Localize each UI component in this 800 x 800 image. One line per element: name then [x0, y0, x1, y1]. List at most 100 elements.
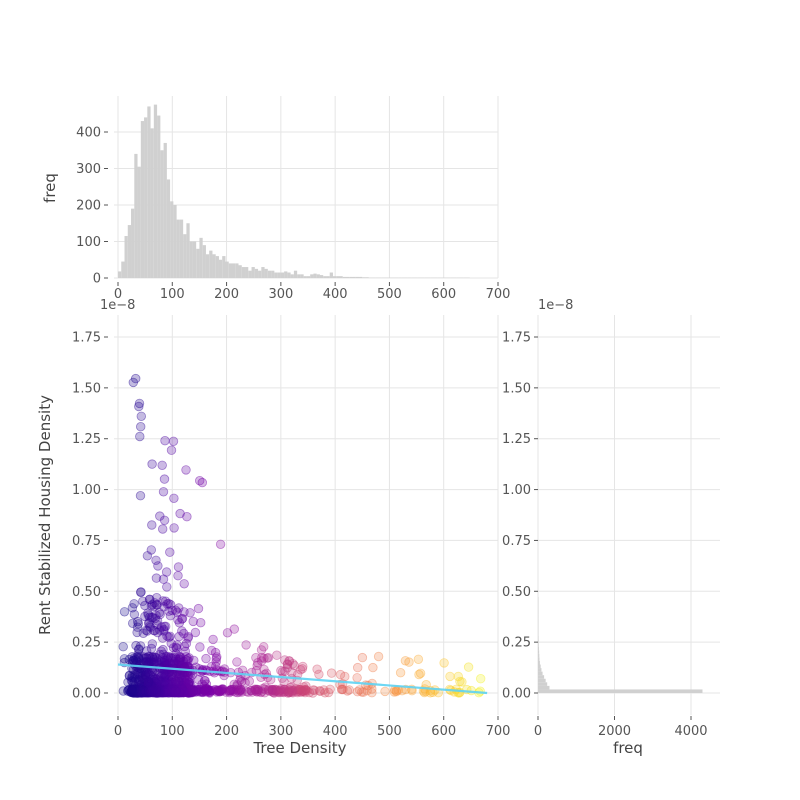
scatter-point — [139, 673, 149, 684]
scatter-point — [152, 687, 163, 698]
scatter-point — [145, 684, 156, 695]
right-hist-bar — [538, 646, 539, 651]
scatter-point — [127, 687, 138, 697]
top-hist-y-tick-label: 300 — [76, 162, 101, 177]
scatter-point — [158, 574, 169, 584]
scatter-point — [259, 642, 269, 652]
scatter-point — [137, 682, 148, 692]
scatter-point — [149, 684, 160, 695]
scatter-point — [145, 685, 156, 695]
scatter-point — [132, 688, 143, 698]
scatter-point — [184, 686, 194, 697]
scatter-point — [395, 668, 406, 678]
scatter-point — [154, 685, 164, 695]
right-hist-bar — [538, 650, 540, 654]
scatter-point — [145, 688, 156, 698]
scatter-point — [178, 679, 189, 689]
scatter-point — [160, 436, 170, 446]
scatter-point — [157, 685, 168, 695]
scatter-point — [181, 655, 191, 665]
scatter-point — [183, 687, 193, 697]
scatter-point — [141, 684, 152, 694]
scatter-point — [286, 682, 297, 693]
scatter-point — [183, 685, 194, 696]
scatter-point — [167, 677, 177, 688]
scatter-point — [175, 686, 185, 696]
scatter-point — [164, 684, 175, 694]
scatter-point — [174, 684, 184, 695]
scatter-point — [160, 685, 170, 696]
scatter-point — [298, 686, 308, 696]
scatter-point — [180, 646, 191, 657]
scatter-point — [147, 459, 157, 469]
scatter-point — [164, 676, 175, 687]
scatter-point — [232, 681, 242, 691]
scatter-point — [180, 687, 190, 698]
scatter-point — [167, 684, 178, 695]
scatter-point — [160, 686, 171, 697]
top-hist-x-tick-label: 0 — [114, 287, 122, 302]
scatter-point — [177, 680, 187, 691]
scatter-point — [135, 686, 145, 696]
scatter-point — [171, 686, 182, 696]
scatter-point — [146, 674, 156, 684]
scatter-point — [213, 686, 223, 697]
right-hist-bar — [538, 643, 539, 647]
scatter-point — [157, 686, 168, 697]
scatter-point — [143, 608, 153, 618]
scatter-point — [166, 685, 176, 695]
scatter-point — [252, 684, 262, 695]
scatter-point — [166, 685, 177, 696]
scatter-point — [157, 686, 168, 697]
scatter-point — [161, 669, 171, 679]
top-hist-bar — [173, 205, 177, 278]
scatter-point — [130, 669, 140, 680]
scatter-point — [153, 687, 164, 697]
scatter-point — [183, 633, 193, 643]
scatter-point — [139, 682, 149, 692]
scatter-point — [211, 685, 222, 695]
main-x-ticks: 0 100 200 300 400 500 600 700 — [114, 716, 510, 739]
scatter-point — [179, 672, 190, 683]
top-hist-y-tick-label: 400 — [76, 126, 101, 141]
scatter-point — [225, 685, 235, 696]
scatter-point — [167, 605, 178, 616]
scatter-point — [215, 687, 225, 697]
scatter-point — [128, 686, 138, 696]
scatter-point — [265, 686, 275, 696]
scatter-point — [212, 685, 223, 696]
scatter-point — [152, 686, 162, 697]
scatter-point — [159, 686, 170, 696]
scatter-point — [181, 685, 191, 695]
scatter-point — [195, 618, 206, 628]
scatter-point — [312, 664, 322, 674]
scatter-point — [169, 687, 180, 697]
scatter-point — [204, 685, 215, 695]
scatter-point — [150, 626, 160, 636]
top-hist-bar — [316, 274, 320, 278]
scatter-point — [173, 685, 184, 695]
right-hist-bar — [538, 678, 546, 683]
right-hist-bar — [538, 664, 541, 669]
scatter-point — [162, 653, 172, 664]
scatter-point — [284, 656, 295, 666]
scatter-point — [152, 687, 163, 697]
right-hist-bar — [538, 636, 539, 640]
scatter-point — [143, 687, 153, 698]
scatter-point — [203, 686, 214, 696]
scatter-point — [185, 687, 196, 698]
scatter-point — [183, 684, 193, 694]
scatter-point — [154, 686, 164, 697]
scatter-point — [166, 686, 177, 696]
scatter-point — [129, 676, 140, 687]
scatter-point — [139, 687, 149, 697]
scatter-point — [177, 614, 187, 624]
scatter-point — [354, 685, 365, 695]
scatter-point — [181, 686, 192, 696]
scatter-point — [140, 600, 150, 611]
scatter-point — [159, 624, 169, 635]
scatter-point — [156, 686, 167, 696]
scatter-point — [151, 685, 162, 696]
scatter-point — [287, 687, 297, 697]
scatter-point — [308, 685, 319, 695]
